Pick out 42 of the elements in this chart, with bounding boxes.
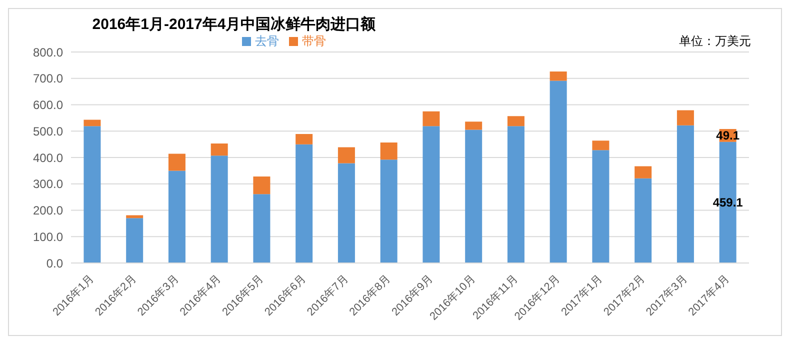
bar	[507, 126, 524, 263]
bar	[550, 72, 567, 81]
y-tick-label: 700.0	[32, 72, 64, 86]
bar	[296, 144, 313, 263]
y-tick-label: 600.0	[32, 98, 64, 112]
y-tick-label: 100.0	[32, 230, 64, 244]
bar	[550, 80, 567, 263]
bar	[676, 110, 694, 126]
bar	[253, 194, 270, 263]
bar	[296, 134, 313, 144]
bar	[338, 163, 355, 263]
bar	[126, 218, 144, 263]
y-tick-label: 400.0	[32, 150, 64, 165]
y-tick-label: 0.0	[46, 256, 64, 270]
text: 单位：万美元	[679, 33, 751, 50]
bar	[422, 111, 440, 126]
bar	[380, 160, 398, 263]
bar	[210, 144, 228, 156]
y-tick-label: 200.0	[32, 204, 64, 218]
bar	[634, 166, 652, 178]
legend-label: 带骨	[302, 34, 326, 48]
bar	[676, 125, 694, 263]
bar	[507, 116, 524, 126]
bar	[84, 120, 101, 126]
bar	[253, 176, 270, 194]
bar	[84, 126, 101, 263]
bar	[168, 170, 186, 263]
bar	[168, 154, 186, 171]
y-tick-label: 500.0	[32, 124, 64, 138]
chart-title: 2016年1月-2017年4月中国冰鲜牛肉进口额	[91, 15, 377, 34]
bar	[465, 122, 482, 130]
bar	[592, 140, 610, 150]
y-tick-label: 300.0	[32, 177, 64, 192]
bar	[592, 150, 610, 263]
bar	[338, 147, 355, 164]
bar	[634, 178, 652, 263]
bar	[465, 130, 482, 263]
legend-label: 去骨	[255, 34, 279, 48]
bar	[422, 126, 440, 263]
bar	[380, 142, 398, 160]
bar	[210, 156, 228, 263]
y-tick-label: 800.0	[32, 45, 64, 60]
